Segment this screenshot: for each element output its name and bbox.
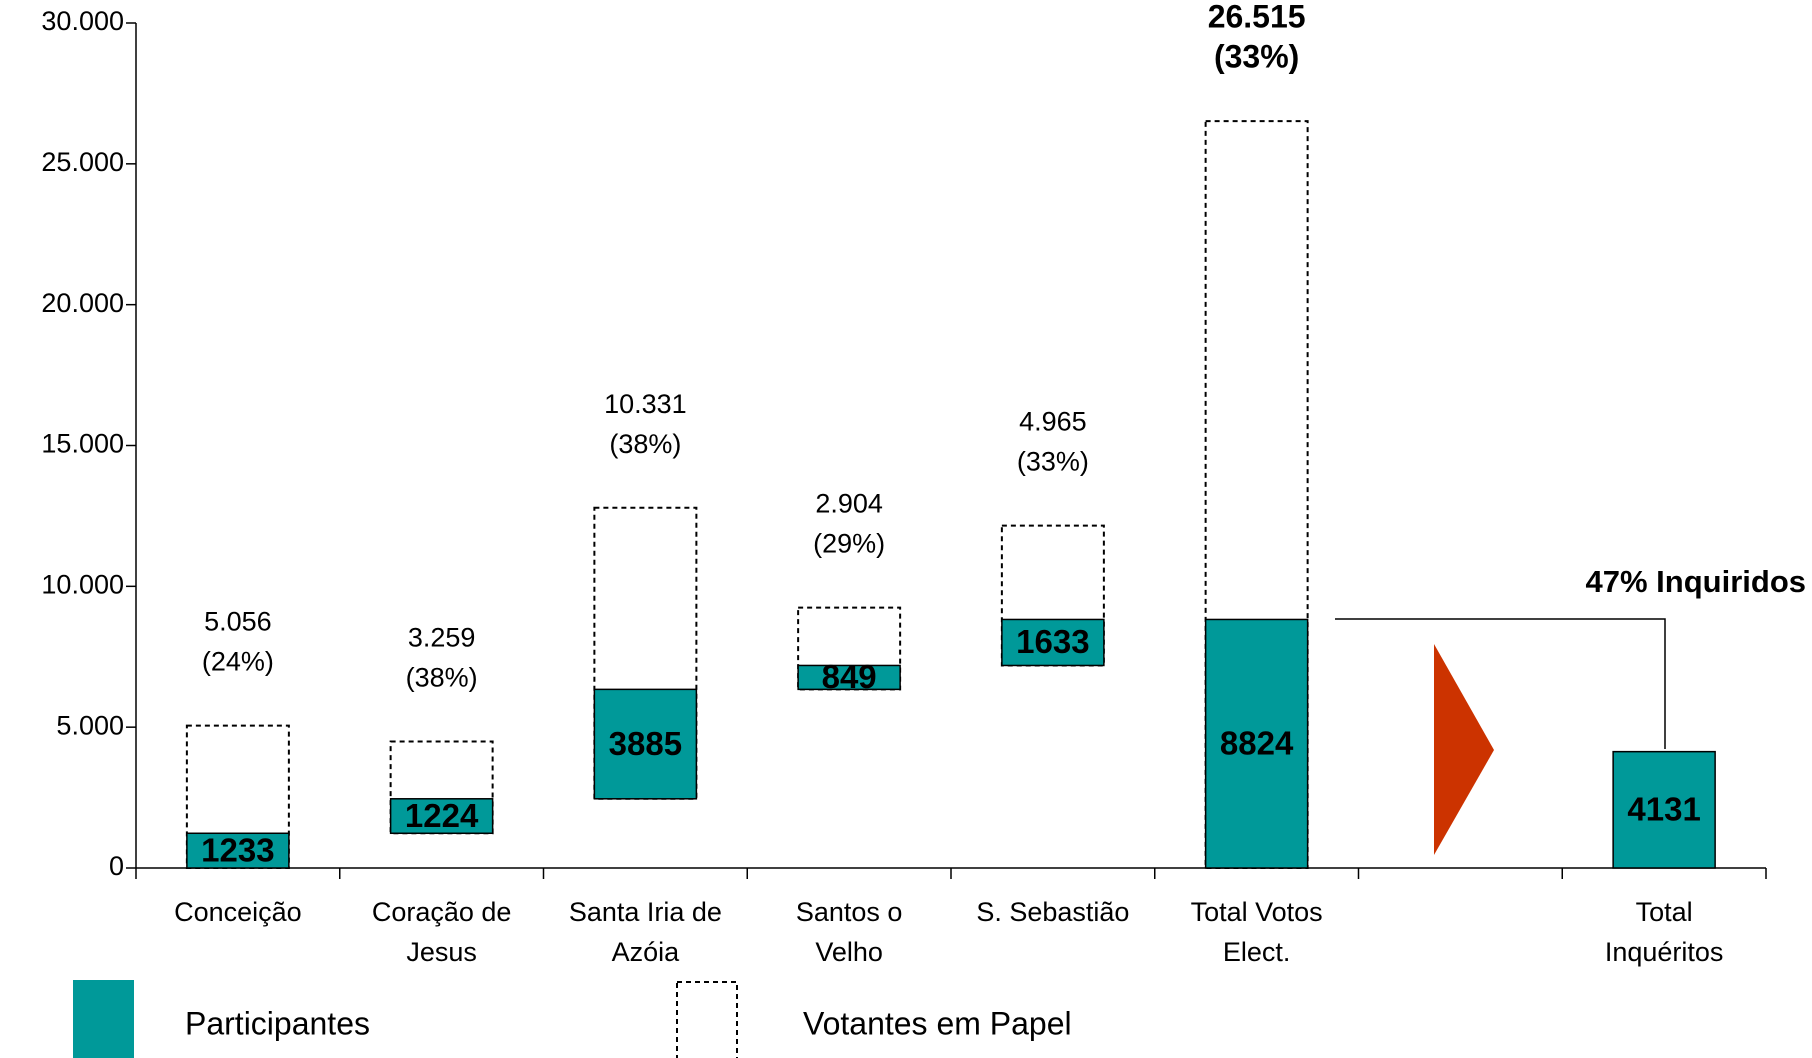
share-label: (38%): [609, 429, 681, 459]
x-tick-label: Santa Iria de Azóia: [569, 897, 722, 967]
x-tick-label: Total Votos Elect.: [1191, 897, 1323, 967]
legend-label: Participantes: [185, 1005, 370, 1041]
participants-label: 849: [822, 658, 877, 695]
participants-bar: [1204, 618, 1309, 869]
y-tick-label: 0: [109, 851, 124, 881]
legend-swatch: [73, 980, 134, 1058]
share-label: (29%): [813, 529, 885, 559]
paper-voters-label: 3.259: [408, 623, 476, 653]
x-tick-label: Conceição: [174, 897, 302, 927]
paper-voters-label: 5.056: [204, 607, 272, 637]
participants-bar: [186, 832, 290, 869]
participants-bar: [797, 664, 901, 691]
y-tick-label: 20.000: [41, 288, 124, 318]
paper-voters-box: [1204, 120, 1309, 870]
x-tick-label: Coração de Jesus: [372, 897, 512, 967]
participants-bar: [1001, 618, 1105, 667]
participants-label: 1633: [1016, 623, 1089, 660]
connector: [1335, 618, 1666, 749]
y-tick-label: 10.000: [41, 569, 124, 599]
legend-label: Votantes em Papel: [803, 1005, 1072, 1041]
x-tick-label: Santos o Velho: [796, 897, 903, 967]
paper-voters-label: 4.965: [1019, 407, 1087, 437]
y-tick-label: 5.000: [56, 710, 124, 740]
share-label: (38%): [406, 663, 478, 693]
participants-label: 1224: [405, 797, 479, 834]
x-tick-label: S. Sebastião: [976, 897, 1129, 927]
paper-voters-label: 10.331: [604, 389, 687, 419]
x-tick-label: Total Inquéritos: [1605, 897, 1724, 967]
arrow: [1434, 644, 1494, 855]
participants-label: 1233: [201, 831, 274, 868]
share-label: (33%): [1017, 447, 1089, 477]
paper-voters-box: [185, 724, 290, 870]
share-label: (33%): [1214, 39, 1299, 75]
paper-voters-label: 2.904: [815, 489, 883, 519]
participants-label: 8824: [1220, 724, 1294, 761]
participants-bar: [389, 798, 494, 835]
participants-label: 3885: [609, 725, 682, 762]
legend-swatch: [676, 981, 738, 1058]
y-tick-label: 25.000: [41, 147, 124, 177]
participants-label: 4131: [1627, 791, 1700, 828]
paper-voters-label: 26.515: [1208, 0, 1306, 35]
participants-bar: [593, 688, 698, 800]
share-label: (24%): [202, 647, 274, 677]
y-tick-label: 30.000: [41, 6, 124, 36]
participants-bar: [1612, 750, 1716, 869]
annotation: 47% Inquiridos: [1586, 564, 1806, 599]
y-tick-label: 15.000: [41, 429, 124, 459]
